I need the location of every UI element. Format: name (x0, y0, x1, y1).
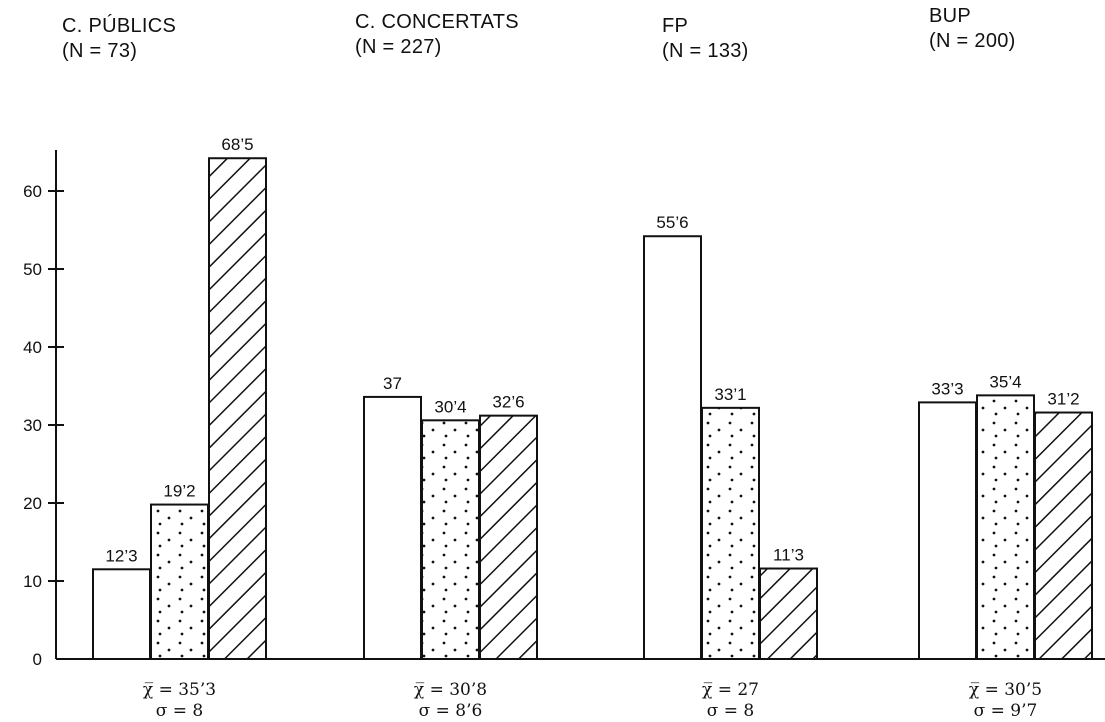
bar-value-label: 32’6 (492, 393, 524, 412)
bar-value-label: 30’4 (434, 397, 466, 416)
group-mean-label: χ̅ = 30’8 (414, 680, 487, 700)
bar-dotted (150, 503, 209, 660)
group-mean-label: χ̅ = 35’3 (143, 680, 216, 700)
group-sigma-label: σ = 8 (707, 701, 754, 721)
group-name-publics: C. PÚBLICS (62, 15, 177, 37)
bar-hatched (1034, 411, 1093, 660)
bar-value-label: 35’4 (989, 372, 1021, 391)
bar-blank (643, 235, 702, 661)
y-tick-label: 60 (23, 182, 42, 201)
bar-hatched (208, 157, 267, 661)
group-header-concertats: C. CONCERTATS (N = 227) (355, 10, 519, 60)
label-layer: 12’3 19’2 68’5 37 30’4 32’6 55’6 33’1 11’3 33’3 35… (105, 135, 1079, 565)
bar-value-label: 33’3 (931, 379, 963, 398)
bar-blank (918, 401, 977, 660)
group-mean-label: χ̅ = 27 (702, 680, 759, 700)
group-header-fp: FP (N = 133) (662, 14, 749, 64)
y-tick-label: 0 (33, 650, 42, 669)
y-tick-label: 30 (23, 416, 42, 435)
bar-blank (363, 395, 422, 660)
bar-blank (92, 568, 151, 660)
bar-value-label: 68’5 (221, 135, 253, 154)
group-header-publics: C. PÚBLICS (N = 73) (62, 14, 176, 64)
bar-value-label: 19’2 (163, 482, 195, 501)
group-sigma-label: σ = 8 (156, 701, 203, 721)
group-sigma-label: σ = 9’7 (974, 701, 1038, 721)
bar-dotted (701, 406, 760, 660)
bar-value-label: 37 (383, 374, 402, 393)
group-name-concertats: C. CONCERTATS (355, 11, 519, 33)
y-tick-label: 10 (23, 572, 42, 591)
bar-value-label: 31’2 (1047, 390, 1079, 409)
group-name-fp: FP (662, 15, 689, 37)
group-name-bup: BUP (929, 5, 972, 27)
group-count-concertats: (N = 227) (355, 36, 442, 58)
bar-value-label: 11’3 (773, 546, 804, 565)
bar-value-label: 33’1 (714, 385, 746, 404)
group-mean-label: χ̅ = 30’5 (969, 680, 1042, 700)
group-sigma-label: σ = 8’6 (419, 701, 483, 721)
stat-layer: χ̅ = 35’3σ = 8χ̅ = 30’8σ = 8’6χ̅ = 27σ =… (143, 680, 1042, 721)
y-tick-label: 40 (23, 338, 42, 357)
group-count-publics: (N = 73) (62, 40, 138, 62)
group-count-bup: (N = 200) (929, 30, 1016, 52)
bar-value-label: 12’3 (105, 546, 137, 565)
y-tick-label: 20 (23, 494, 42, 513)
group-header-bup: BUP (N = 200) (929, 4, 1016, 54)
bar-layer (92, 157, 1093, 661)
bar-dotted (421, 419, 480, 660)
group-count-fp: (N = 133) (662, 40, 749, 62)
y-tick-label: 50 (23, 260, 42, 279)
bar-dotted (976, 394, 1035, 660)
bar-hatched (759, 567, 818, 661)
bar-hatched (479, 414, 538, 661)
bar-value-label: 55’6 (656, 213, 688, 232)
